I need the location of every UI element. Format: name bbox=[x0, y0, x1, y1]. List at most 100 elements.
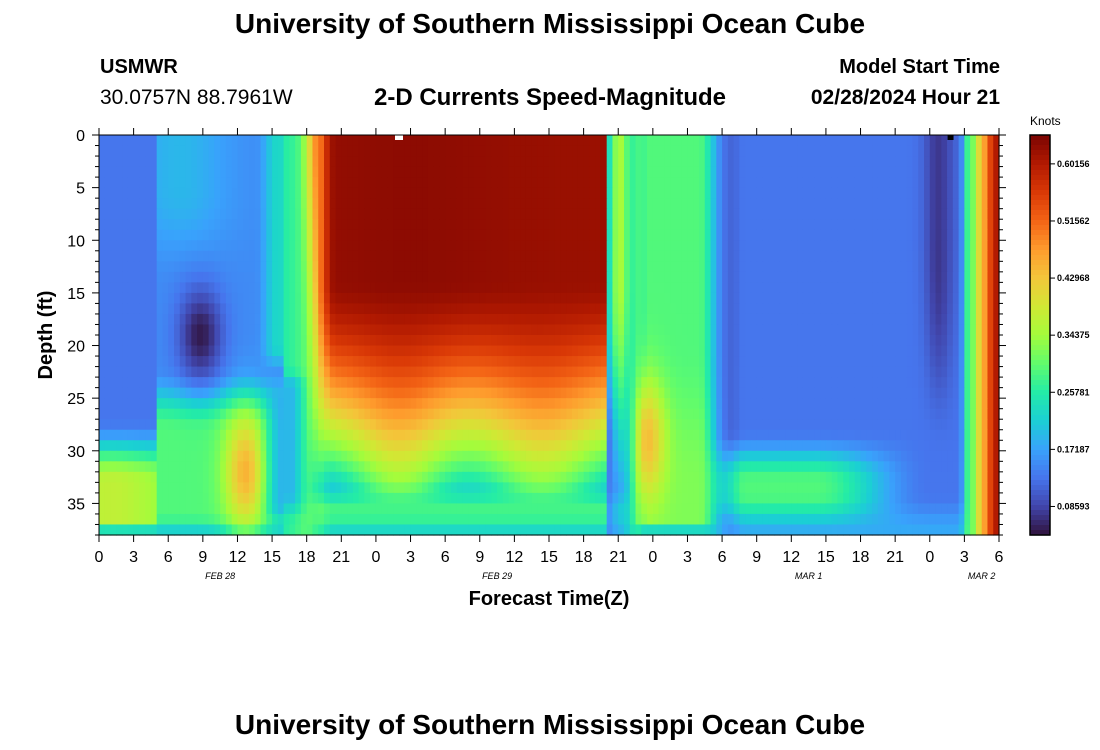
heatmap-cell bbox=[364, 387, 371, 399]
heatmap-cell bbox=[941, 177, 948, 189]
heatmap-cell bbox=[225, 398, 233, 410]
heatmap-cell bbox=[225, 440, 233, 452]
heatmap-cell bbox=[191, 440, 198, 452]
heatmap-cell bbox=[439, 229, 446, 241]
heatmap-cell bbox=[352, 335, 360, 347]
heatmap-cell bbox=[381, 261, 389, 273]
heatmap-cell bbox=[941, 135, 948, 147]
heatmap-cell bbox=[912, 450, 919, 462]
heatmap-cell bbox=[572, 282, 579, 294]
heatmap-cell bbox=[139, 198, 146, 210]
heatmap-cell bbox=[583, 292, 590, 305]
heatmap-cell bbox=[491, 156, 498, 168]
heatmap-cell bbox=[254, 461, 262, 473]
heatmap-cell bbox=[537, 429, 544, 441]
heatmap-cell bbox=[670, 335, 677, 347]
heatmap-cell bbox=[208, 440, 215, 452]
heatmap-cell bbox=[110, 450, 117, 462]
heatmap-cell bbox=[312, 198, 319, 210]
heatmap-cell bbox=[220, 440, 227, 452]
heatmap-cell bbox=[445, 282, 452, 294]
heatmap-cell bbox=[924, 208, 931, 220]
heatmap-cell bbox=[410, 398, 417, 410]
heatmap-cell bbox=[272, 324, 279, 336]
heatmap-cell bbox=[231, 313, 239, 326]
heatmap-cell bbox=[450, 261, 458, 273]
heatmap-cell bbox=[952, 335, 960, 347]
heatmap-cell bbox=[214, 292, 221, 305]
heatmap-cell bbox=[208, 261, 215, 273]
heatmap-cell bbox=[797, 177, 804, 189]
heatmap-cell bbox=[289, 450, 296, 462]
heatmap-cell bbox=[947, 461, 954, 473]
heatmap-cell bbox=[849, 387, 856, 399]
heatmap-cell bbox=[347, 398, 354, 410]
heatmap-cell bbox=[664, 177, 671, 189]
heatmap-cell bbox=[99, 250, 106, 262]
heatmap-cell bbox=[266, 177, 273, 189]
heatmap-cell bbox=[975, 345, 983, 357]
heatmap-cell bbox=[624, 261, 631, 273]
heatmap-cell bbox=[889, 335, 896, 347]
heatmap-cell bbox=[537, 198, 544, 210]
heatmap-cell bbox=[381, 219, 389, 231]
heatmap-cell bbox=[272, 398, 279, 410]
heatmap-cell bbox=[733, 177, 740, 189]
heatmap-cell bbox=[895, 345, 902, 357]
heatmap-cell bbox=[381, 135, 389, 147]
heatmap-cell bbox=[249, 303, 256, 315]
heatmap-cell bbox=[479, 450, 487, 462]
heatmap-cell bbox=[952, 440, 960, 452]
heatmap-cell bbox=[629, 398, 637, 410]
heatmap-cell bbox=[947, 166, 954, 178]
heatmap-cell bbox=[577, 198, 585, 210]
heatmap-cell bbox=[606, 198, 614, 210]
heatmap-cell bbox=[912, 250, 919, 262]
heatmap-cell bbox=[762, 219, 769, 231]
heatmap-cell bbox=[347, 282, 354, 294]
heatmap-cell bbox=[543, 271, 550, 283]
heatmap-cell bbox=[104, 313, 112, 326]
heatmap-cell bbox=[618, 324, 625, 336]
heatmap-cell bbox=[958, 156, 965, 168]
heatmap-cell bbox=[479, 387, 487, 399]
heatmap-cell bbox=[497, 450, 504, 462]
heatmap-cell bbox=[779, 366, 787, 378]
heatmap-cell bbox=[883, 271, 890, 283]
heatmap-cell bbox=[341, 177, 348, 189]
heatmap-cell bbox=[929, 219, 937, 231]
heatmap-cell bbox=[716, 450, 723, 462]
heatmap-cell bbox=[924, 419, 931, 431]
heatmap-cell bbox=[254, 398, 262, 410]
heatmap-cell bbox=[722, 450, 729, 462]
heatmap-cell bbox=[462, 198, 469, 210]
heatmap-cell bbox=[422, 166, 429, 178]
heatmap-cell bbox=[479, 377, 487, 389]
heatmap-cell bbox=[502, 229, 510, 241]
heatmap-cell bbox=[150, 429, 158, 441]
heatmap-cell bbox=[525, 219, 533, 231]
heatmap-cell bbox=[410, 419, 417, 431]
heatmap-cell bbox=[675, 303, 683, 315]
heatmap-cell bbox=[872, 156, 879, 168]
heatmap-cell bbox=[756, 208, 764, 220]
heatmap-cell bbox=[491, 303, 498, 315]
heatmap-cell bbox=[266, 377, 273, 389]
heatmap-cell bbox=[197, 398, 204, 410]
heatmap-cell bbox=[249, 345, 256, 357]
heatmap-cell bbox=[260, 419, 267, 431]
heatmap-cell bbox=[225, 419, 233, 431]
heatmap-cell bbox=[883, 429, 890, 441]
heatmap-cell bbox=[133, 377, 140, 389]
heatmap-cell bbox=[502, 345, 510, 357]
heatmap-cell bbox=[889, 377, 896, 389]
heatmap-cell bbox=[352, 366, 360, 378]
heatmap-cell bbox=[122, 135, 129, 147]
heatmap-cell bbox=[935, 240, 942, 252]
heatmap-cell bbox=[404, 324, 412, 336]
heatmap-cell bbox=[981, 271, 989, 283]
heatmap-cell bbox=[104, 366, 112, 378]
heatmap-cell bbox=[104, 377, 112, 389]
heatmap-cell bbox=[624, 440, 631, 452]
heatmap-cell bbox=[843, 208, 850, 220]
